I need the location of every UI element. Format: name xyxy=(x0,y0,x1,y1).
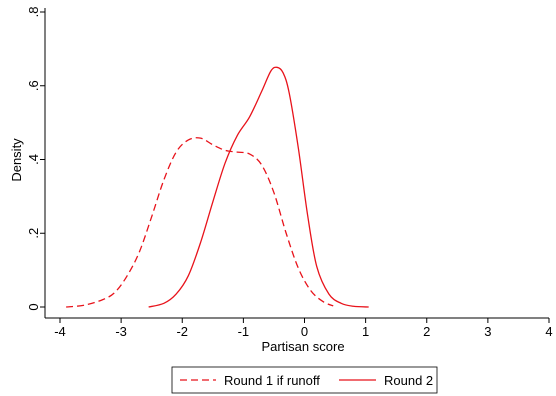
x-tick-label: -4 xyxy=(54,324,66,339)
x-tick-label: -1 xyxy=(238,324,250,339)
y-tick-label: .2 xyxy=(26,228,41,239)
series-line-round2 xyxy=(148,66,369,308)
y-tick-label: .6 xyxy=(26,80,41,91)
x-tick-label: 2 xyxy=(423,324,430,339)
legend-label-round2: Round 2 xyxy=(384,373,433,388)
x-tick-label: 0 xyxy=(301,324,308,339)
x-tick-label: -3 xyxy=(115,324,127,339)
legend: Round 1 if runoff Round 2 xyxy=(171,366,438,394)
series-line-round1-if-runoff xyxy=(66,137,334,308)
x-tick-label: 3 xyxy=(484,324,491,339)
axes: -4 -3 -2 -1 0 1 2 3 4 0 .2 .4 .6 .8 xyxy=(26,7,553,339)
x-tick-label: -2 xyxy=(176,324,188,339)
legend-label-round1: Round 1 if runoff xyxy=(224,373,320,388)
y-tick-label: .8 xyxy=(26,7,41,18)
x-tick-label: 1 xyxy=(362,324,369,339)
series-lines xyxy=(66,66,369,308)
y-tick-label: .4 xyxy=(26,154,41,165)
y-tick-label: 0 xyxy=(26,303,41,310)
x-tick-label: 4 xyxy=(545,324,552,339)
y-axis-title: Density xyxy=(9,138,24,182)
x-axis-title: Partisan score xyxy=(261,339,344,354)
legend-box xyxy=(171,366,438,394)
